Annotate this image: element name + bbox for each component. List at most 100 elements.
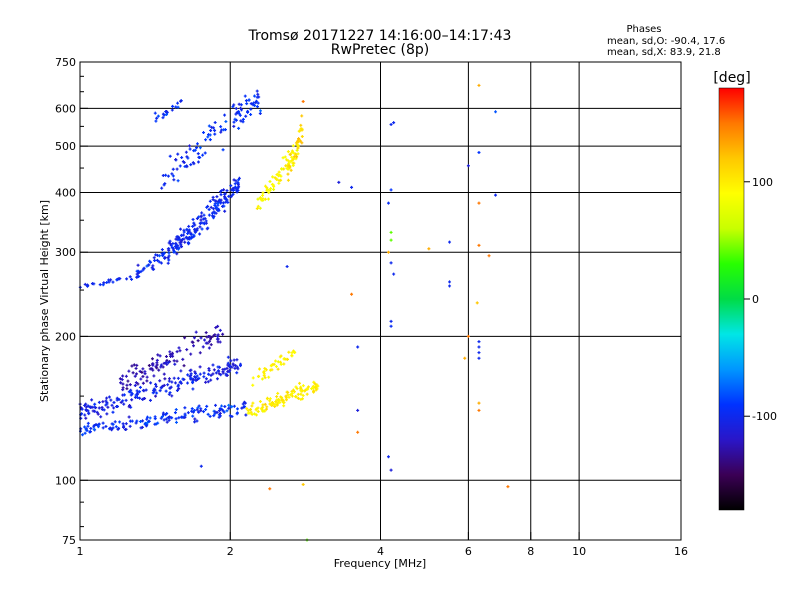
scatter-point <box>147 419 151 423</box>
scatter-point <box>228 364 232 368</box>
scatter-point <box>124 398 128 402</box>
scatter-point <box>235 371 239 375</box>
scatter-point <box>201 345 205 349</box>
scatter-point <box>198 232 202 236</box>
scatter-point <box>164 389 168 393</box>
scatter-point <box>261 409 265 413</box>
scatter-point <box>211 372 215 376</box>
scatter-point <box>243 401 247 405</box>
scatter-point <box>229 359 233 363</box>
scatter-point <box>213 121 217 125</box>
scatter-point <box>175 235 179 239</box>
scatter-point <box>254 408 258 412</box>
scatter-point <box>151 362 155 366</box>
scatter-point <box>161 411 165 415</box>
scatter-point <box>84 428 88 432</box>
scatter-point <box>135 372 139 376</box>
scatter-point <box>477 345 481 349</box>
scatter-point <box>279 178 283 182</box>
scatter-point <box>122 393 126 397</box>
scatter-point <box>187 241 191 245</box>
scatter-point <box>134 421 138 425</box>
scatter-point <box>275 395 279 399</box>
scatter-point <box>163 255 167 259</box>
scatter-point <box>207 124 211 128</box>
scatter-point <box>296 152 300 156</box>
scatter-point <box>188 144 192 148</box>
scatter-point <box>192 344 196 348</box>
scatter-point <box>177 346 181 350</box>
scatter-point <box>196 339 200 343</box>
scatter-point <box>111 422 115 426</box>
scatter-point <box>145 264 149 268</box>
scatter-point <box>164 361 168 365</box>
scatter-point <box>222 204 226 208</box>
scatter-point <box>297 137 301 141</box>
scatter-point <box>251 376 255 380</box>
scatter-point <box>292 390 296 394</box>
scatter-point <box>475 301 479 305</box>
scatter-point <box>295 155 299 159</box>
scatter-point <box>275 177 279 181</box>
scatter-point <box>215 206 219 210</box>
scatter-point <box>477 83 481 87</box>
scatter-point <box>133 383 137 387</box>
scatter-point <box>165 420 169 424</box>
scatter-point <box>87 411 91 415</box>
scatter-point <box>127 415 131 419</box>
scatter-point <box>108 426 112 430</box>
scatter-point <box>286 178 290 182</box>
scatter-point <box>216 333 220 337</box>
scatter-point <box>185 155 189 159</box>
scatter-point <box>86 409 90 413</box>
scatter-point <box>104 399 108 403</box>
phase-info-x-line: mean, sd,X: 83.9, 21.8 <box>607 47 721 58</box>
scatter-point <box>200 211 204 215</box>
scatter-point <box>282 362 286 366</box>
scatter-point <box>182 237 186 241</box>
scatter-point <box>145 417 149 421</box>
scatter-point <box>246 409 250 413</box>
scatter-point <box>225 198 229 202</box>
x-tick-label: 10 <box>572 545 586 558</box>
x-axis-ticks: 1 2 4 6 8 10 16 <box>77 532 688 558</box>
scatter-point <box>239 106 243 110</box>
scatter-point <box>284 357 288 361</box>
scatter-point <box>191 414 195 418</box>
scatter-point <box>202 131 206 135</box>
scatter-point <box>212 210 216 214</box>
colorbar-tick-label: -100 <box>752 410 777 423</box>
scatter-point <box>162 383 166 387</box>
scatter-point <box>265 396 269 400</box>
scatter-point <box>172 178 176 182</box>
scatter-point <box>92 425 96 429</box>
x-tick-label: 6 <box>465 545 472 558</box>
scatter-point <box>163 377 167 381</box>
scatter-point <box>136 271 140 275</box>
scatter-point <box>279 354 283 358</box>
scatter-point <box>256 204 260 208</box>
scatter-point <box>294 141 298 145</box>
scatter-point <box>202 222 206 226</box>
scatter-point <box>209 373 213 377</box>
scatter-point <box>98 283 102 287</box>
scatter-point <box>448 240 452 244</box>
scatter-point <box>118 277 122 281</box>
scatter-point <box>141 268 145 272</box>
scatter-point <box>130 364 134 368</box>
colorbar-ticks: 100 0 -100 <box>744 176 777 423</box>
scatter-point <box>187 230 191 234</box>
scatter-point <box>122 425 126 429</box>
scatter-point <box>195 217 199 221</box>
scatter-point <box>183 412 187 416</box>
scatter-point <box>143 396 147 400</box>
scatter-point <box>203 217 207 221</box>
scatter-point <box>258 111 262 115</box>
scatter-point <box>291 157 295 161</box>
scatter-point <box>134 393 138 397</box>
scatter-point <box>161 173 165 177</box>
scatter-point <box>466 334 470 338</box>
scatter-point <box>184 150 188 154</box>
scatter-point <box>198 155 202 159</box>
scatter-point <box>232 120 236 124</box>
